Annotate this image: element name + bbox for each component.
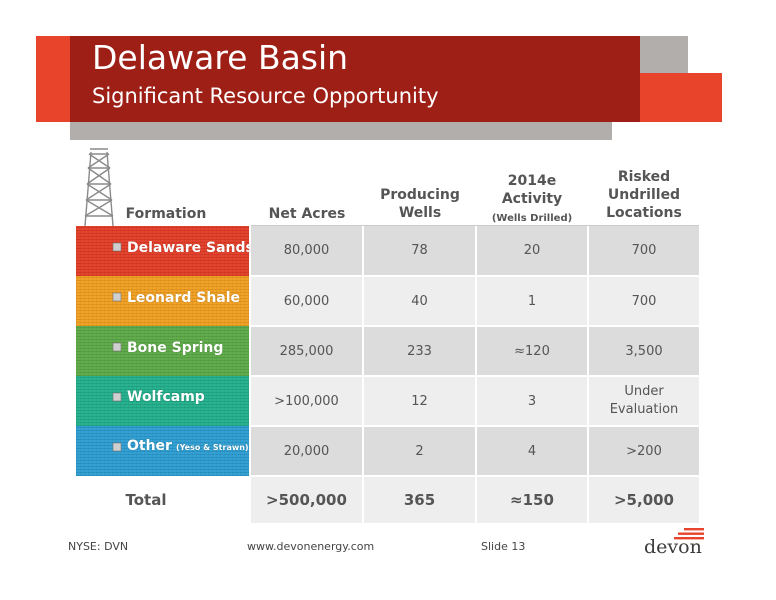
cell-locations: >200 — [589, 427, 699, 475]
footer-website: www.devonenergy.com — [247, 540, 375, 553]
header-accent-left — [36, 36, 70, 122]
cell-net-acres: 60,000 — [251, 277, 362, 325]
column-header-locations: Risked Undrilled Locations — [589, 168, 699, 222]
cell-producing-wells: 233 — [364, 327, 475, 375]
cell-producing-wells: 40 — [364, 277, 475, 325]
cell-net-acres: 20,000 — [251, 427, 362, 475]
cell-activity: ≈120 — [477, 327, 587, 375]
cell-producing-wells: 78 — [364, 226, 475, 275]
cell-locations: 700 — [589, 277, 699, 325]
total-producing-wells: 365 — [364, 477, 475, 523]
formation-label: Delaware Sands — [127, 240, 254, 256]
formation-label-text: Other — [127, 438, 172, 454]
strata-band-bone-spring — [76, 326, 249, 376]
total-label: Total — [125, 491, 167, 509]
cell-locations-line: Evaluation — [609, 402, 679, 417]
header-accent-right — [688, 73, 722, 122]
header-line: Risked — [617, 169, 671, 185]
devon-logo-icon — [674, 528, 704, 540]
strata-band-delaware-sands — [76, 226, 249, 276]
cell-locations: 700 — [589, 226, 699, 275]
header-divider — [251, 225, 699, 226]
cell-locations: 3,500 — [589, 327, 699, 375]
formation-label: Other (Yeso & Strawn) — [127, 438, 249, 454]
slide-title: Delaware Basin — [92, 38, 349, 77]
formation-note: (Yeso & Strawn) — [175, 443, 249, 452]
total-locations: >5,000 — [589, 477, 699, 523]
header-line: Activity — [501, 191, 563, 207]
total-activity: ≈150 — [477, 477, 587, 523]
cell-activity: 1 — [477, 277, 587, 325]
footer-slide-number: Slide 13 — [481, 540, 526, 553]
strata-band-other — [76, 426, 249, 476]
header-gray-block — [640, 36, 688, 73]
header-line: Producing — [380, 187, 460, 203]
devon-logo-text: devon — [644, 536, 702, 558]
column-header-producing-wells: Producing Wells — [365, 186, 475, 222]
cell-locations-line: Under — [624, 384, 664, 399]
header-accent-block — [640, 73, 688, 122]
total-net-acres: >500,000 — [251, 477, 362, 523]
header-line: Wells — [398, 205, 442, 221]
column-header-net-acres: Net Acres — [268, 206, 346, 222]
strata-band-wolfcamp — [76, 376, 249, 426]
cell-activity: 3 — [477, 377, 587, 425]
strata-band-leonard-shale — [76, 276, 249, 326]
footer-ticker: NYSE: DVN — [68, 540, 129, 553]
column-header-activity: 2014e Activity (Wells Drilled) — [477, 172, 587, 228]
cell-producing-wells: 12 — [364, 377, 475, 425]
slide-subtitle: Significant Resource Opportunity — [92, 84, 439, 108]
header-line: Locations — [606, 205, 682, 221]
column-header-formation: Formation — [125, 206, 207, 222]
cell-net-acres: >100,000 — [251, 377, 362, 425]
header-line: Undrilled — [607, 187, 681, 203]
formation-label: Leonard Shale — [127, 290, 241, 306]
cell-activity: 4 — [477, 427, 587, 475]
cell-activity: 20 — [477, 226, 587, 275]
formation-label: Bone Spring — [127, 340, 224, 356]
formation-label: Wolfcamp — [127, 389, 205, 405]
cell-locations: Under Evaluation — [589, 377, 699, 425]
well-marker-icons — [112, 242, 122, 452]
cell-producing-wells: 2 — [364, 427, 475, 475]
header-line-small: (Wells Drilled) — [491, 213, 573, 224]
header-line: 2014e — [507, 173, 557, 189]
cell-net-acres: 80,000 — [251, 226, 362, 275]
cell-net-acres: 285,000 — [251, 327, 362, 375]
header-banner — [70, 36, 640, 122]
